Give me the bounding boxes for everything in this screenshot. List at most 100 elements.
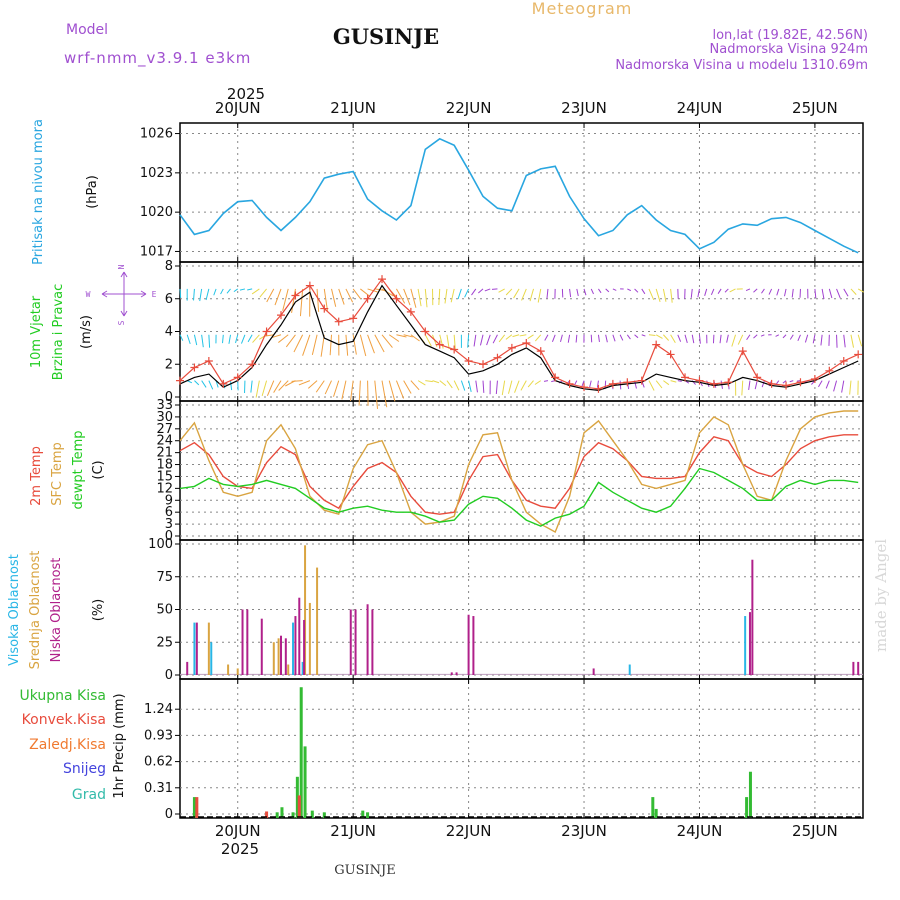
wind-barb: [352, 334, 357, 355]
cloud-low-bar: [280, 635, 283, 675]
wind-barb: [187, 380, 193, 384]
wind-barb: [760, 334, 765, 337]
wind-barb: [194, 380, 200, 386]
wind-barb: [186, 334, 191, 345]
temp-dewpt-line: [179, 467, 859, 527]
wind-barb: [719, 334, 722, 344]
cloud-low-bar: [366, 604, 369, 675]
wind-barb: [479, 334, 484, 346]
wind-barb: [717, 288, 722, 294]
wind-barb: [410, 288, 417, 308]
pressure-ticks: 1017 1020 1023 1026: [140, 127, 180, 259]
cloud-mid-bar: [304, 545, 307, 675]
compass-n: N: [117, 264, 126, 269]
wind-barb: [655, 334, 663, 339]
wind-barb: [512, 334, 520, 338]
wind-marker: [507, 343, 516, 352]
wind-barb: [374, 380, 379, 409]
cloud-low-bar: [298, 597, 301, 675]
wind-barb: [396, 288, 406, 304]
cloud-label-3: Niska Oblacnost: [49, 558, 64, 663]
wind-marker: [580, 383, 589, 392]
wind-barb: [641, 288, 646, 295]
wind-barb: [741, 380, 744, 396]
wind-barb: [663, 334, 670, 341]
wind-marker: [796, 378, 805, 387]
cloud-low-bar: [349, 609, 352, 675]
wind-barb: [252, 334, 260, 343]
wind-barb: [748, 380, 751, 390]
wind-barb: [690, 288, 693, 298]
y-tick-label: 3: [165, 517, 173, 532]
wind-barb: [486, 334, 491, 346]
wind-barb: [205, 288, 210, 301]
wind-barb: [529, 288, 535, 302]
wind-barb: [804, 334, 809, 343]
wind-marker: [666, 350, 675, 359]
wind-barb: [670, 288, 673, 303]
cloud-low-bar: [294, 616, 297, 675]
wind-barb: [278, 380, 289, 391]
wind-barb: [261, 380, 268, 396]
wind-marker: [363, 294, 372, 303]
cloud-mid-bar: [272, 642, 275, 675]
precip-total-bar: [654, 808, 658, 818]
cloud-high-bar: [628, 664, 631, 675]
wind-marker: [551, 373, 560, 382]
y-tick-label: 6: [165, 292, 173, 307]
wind-barb: [478, 288, 484, 294]
wind-barb: [358, 380, 361, 406]
wind-barb: [589, 380, 592, 388]
wind-barb: [597, 334, 600, 343]
wind-barb: [345, 334, 349, 356]
wind-marker: [695, 376, 704, 385]
wind-barb: [754, 380, 758, 390]
wind-marker: [219, 379, 228, 388]
wind-barb: [374, 334, 385, 353]
cloud-low-bar: [857, 661, 860, 675]
wind-barb: [179, 334, 184, 341]
precip-total-bar: [275, 812, 279, 818]
wind-model-line: [179, 278, 859, 390]
cloud-low-bar: [260, 618, 263, 675]
wind-barb: [273, 380, 282, 393]
wind-barb: [282, 288, 289, 311]
wind-marker: [262, 327, 271, 336]
y-tick-label: 4: [165, 325, 173, 340]
wind-barb: [634, 288, 639, 293]
precip-legend-total: Ukupna Kisa: [19, 688, 106, 704]
wind-barb: [546, 288, 549, 299]
wind-barb: [226, 288, 231, 294]
wind-barb: [789, 334, 794, 340]
wind-marker: [421, 327, 430, 336]
wind-barb: [193, 334, 198, 346]
wind-barb: [299, 288, 304, 317]
wind-label-2: Brzina i Pravac: [51, 284, 66, 381]
wind-barb: [432, 380, 440, 384]
wind-barb: [495, 380, 498, 395]
cloud-low-bar: [592, 668, 595, 675]
wind-barb: [417, 380, 426, 386]
wind-barb: [724, 288, 729, 293]
wind-marker: [839, 356, 848, 365]
wind-marker: [825, 366, 834, 375]
wind-barb: [215, 380, 219, 388]
y-tick-label: 1026: [140, 127, 173, 142]
wind-marker: [204, 356, 213, 365]
wind-barb: [240, 334, 246, 344]
day-label-top: 24JUN: [677, 99, 723, 117]
wind-barb: [812, 334, 816, 344]
compass-e: E: [152, 290, 157, 299]
wind-marker: [435, 340, 444, 349]
wind-barb: [501, 380, 506, 396]
wind-barb: [381, 334, 393, 348]
wind-marker: [522, 338, 531, 347]
wind-barb: [291, 380, 303, 382]
wind-barb: [410, 380, 420, 391]
wind-barb: [264, 334, 274, 337]
wind-barb: [590, 288, 594, 295]
wind-marker: [565, 379, 574, 388]
day-label-bottom: 24JUN: [677, 822, 723, 840]
wind-barb: [710, 288, 715, 295]
